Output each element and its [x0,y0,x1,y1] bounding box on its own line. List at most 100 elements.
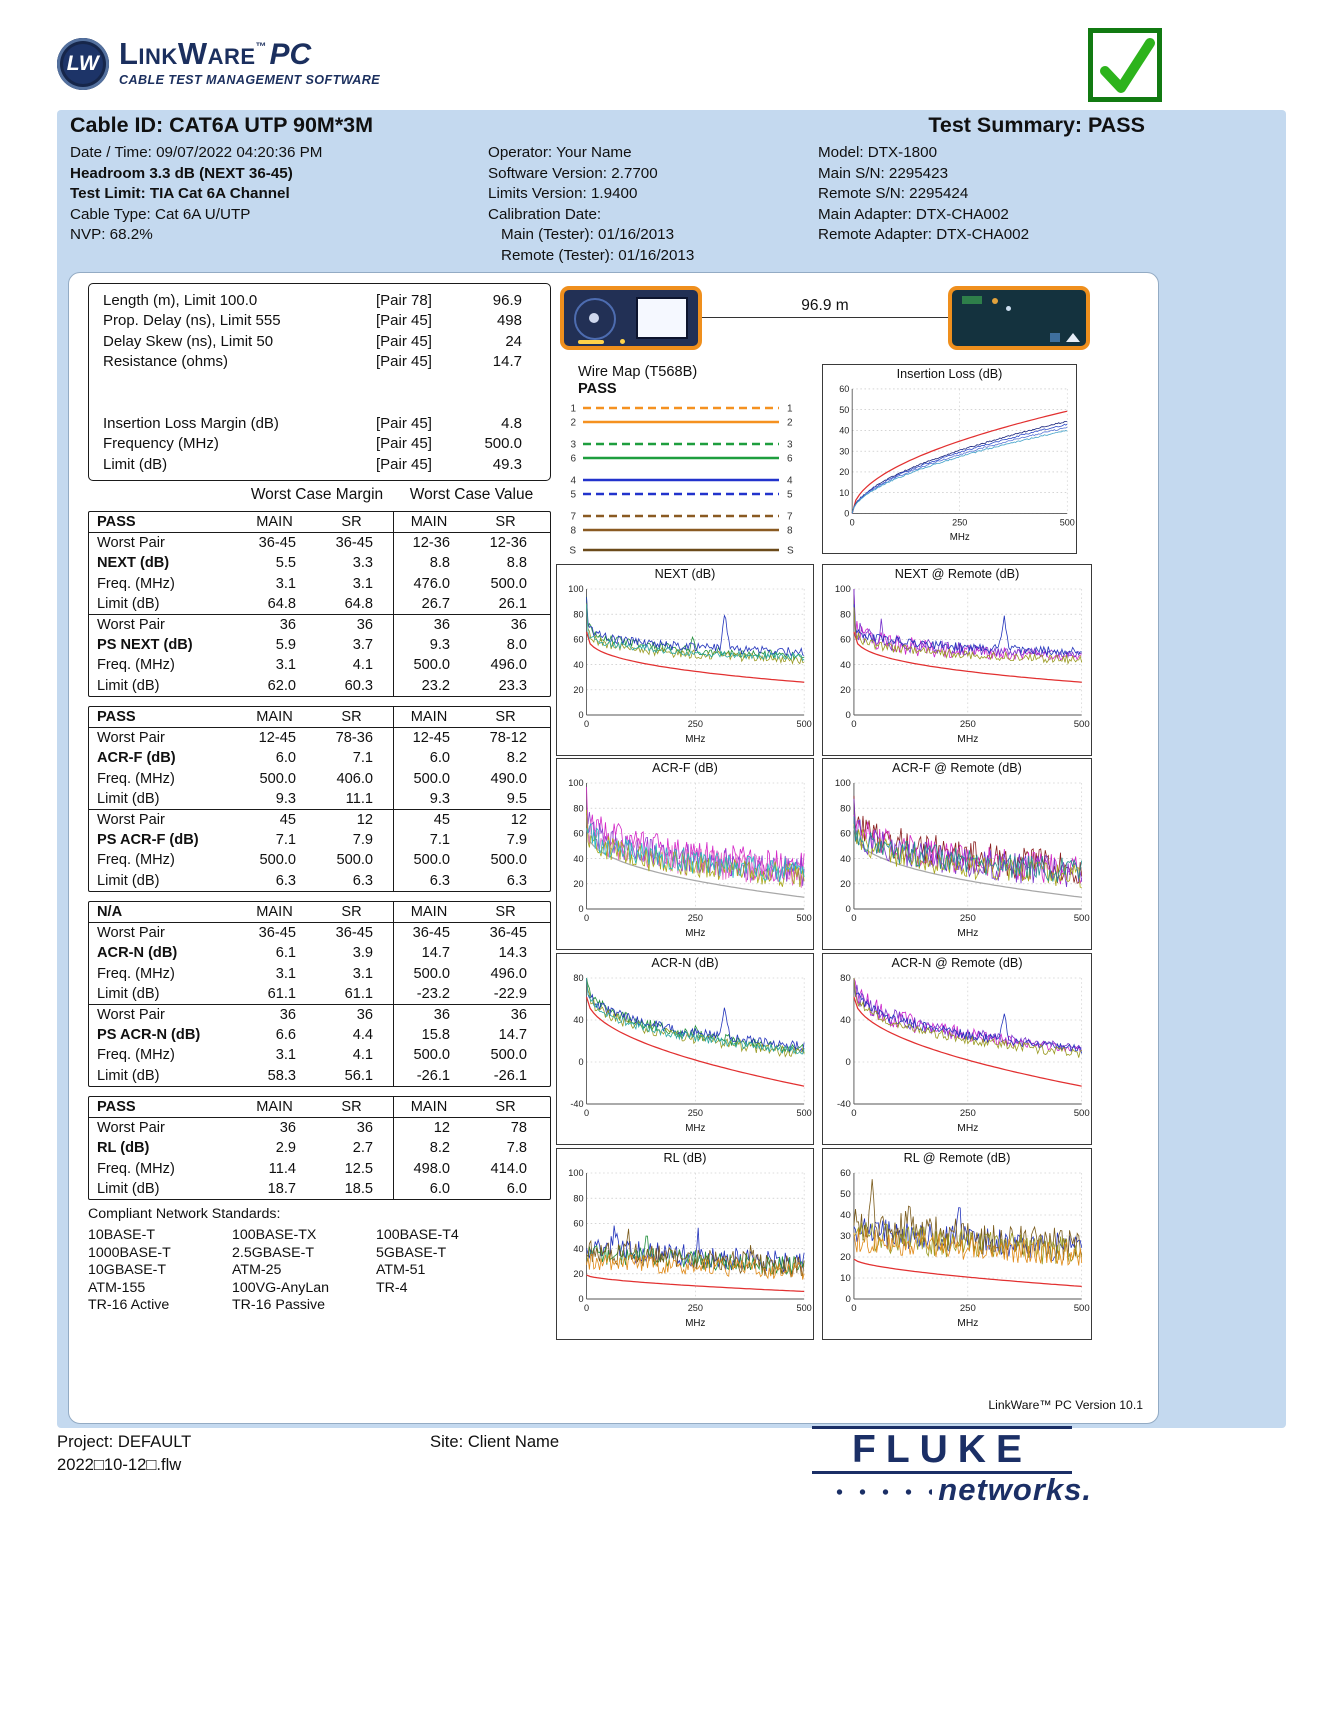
series-limit [854,828,1082,897]
info-remote-tester-cal: Remote (Tester): 01/16/2013 [501,246,695,264]
series-pair36-45 [852,424,1067,513]
table-row: PS ACR-F (dB) 7.1 7.9 7.1 7.9 [89,830,550,851]
value-cell: 9.5 [506,790,527,807]
standards-column: 100BASE-T4 5GBASE-T ATM-51 TR-4 [376,1227,520,1315]
value-cell: 2.7 [352,1140,373,1157]
value-cell: 78 [510,1120,527,1137]
pair-label: [Pair 45] [376,312,432,330]
y-tick-label: 80 [840,804,851,815]
column-header: MAIN [256,514,293,531]
remote-tester-image [948,286,1090,350]
series-limit [587,828,805,897]
column-header: SR [341,1099,362,1116]
value-cell: 414.0 [490,1160,527,1177]
standard-item: ATM-155 [88,1279,146,1296]
wire-number-left: 8 [570,526,576,537]
x-tick-label: 250 [952,517,967,527]
measurement-label: Resistance (ohms) [103,353,229,371]
row-label: Freq. (MHz) [97,770,175,787]
chart-acrn-remote: ACR-N @ Remote (dB) -40 0 40 80 0 250 500 MHz [822,953,1092,1145]
value-cell: 14.7 [498,1027,527,1044]
row-label: Limit (dB) [97,790,160,807]
value-cell: 500.0 [259,852,296,869]
table-row: Worst Pair 45 12 45 12 [89,808,550,831]
value-cell: 64.8 [344,595,373,612]
row-label: Worst Pair [97,1007,165,1024]
value-cell: 6.3 [506,872,527,889]
info-main-adapter: Main Adapter: DTX-CHA002 [818,205,1009,223]
x-tick-label: 250 [688,1108,703,1118]
y-tick-label: 20 [573,1269,583,1279]
x-tick-label: 500 [1060,517,1075,527]
series-m4 [854,978,1082,1058]
value-cell: 62.0 [267,677,296,694]
series-m1 [587,787,805,881]
standard-item: ATM-25 [232,1262,282,1279]
chart-plot: 0 20 40 60 80 100 0 250 500 MHz [835,584,1090,745]
standard-item: 10BASE-T [88,1227,156,1243]
value-cell: 36-45 [393,923,470,944]
status-cell: N/A [97,904,123,921]
y-tick-label: -40 [570,1099,583,1109]
y-tick-label: 80 [840,973,851,984]
linkware-logo: LW LinkWare™ PC CABLE TEST MANAGEMENT SOF… [57,34,477,98]
chart-plot: 0 20 40 60 80 100 0 250 500 MHz [568,778,812,939]
value-cell: 500.0 [393,768,470,789]
value-cell: 23.2 [393,675,470,696]
x-tick-label: 500 [797,913,812,923]
value-cell: 36 [279,1007,296,1024]
length-table-row: Resistance (ohms) [Pair 45] 14.7 [89,352,550,373]
info-remote-sn: Remote S/N: 2295424 [818,185,969,203]
acrn-results-table: N/A MAIN SR MAIN SR Worst Pair 36-45 36-45 36-45… [88,901,551,1087]
table-header-row: PASS MAIN SR MAIN SR [89,1097,550,1119]
row-label: Limit (dB) [97,677,160,694]
info-nvp: NVP: 68.2% [70,226,153,244]
table-row: Freq. (MHz) 3.1 4.1 500.0 500.0 [89,1045,550,1066]
info-cable-type: Cable Type: Cat 6A U/UTP [70,205,251,223]
value-cell: 36 [279,617,296,634]
info-main-tester-cal: Main (Tester): 01/16/2013 [501,226,675,244]
value-cell: 8.2 [506,750,527,767]
table-row: Worst Pair 36 36 36 36 [89,613,550,636]
info-model: Model: DTX-1800 [818,144,938,161]
value-cell: 498.0 [393,1158,470,1179]
chart-rl-remote: RL @ Remote (dB) 0 10 20 30 40 50 60 0 250 500 MHz [822,1148,1092,1340]
row-label: PS ACR-F (dB) [97,832,199,849]
x-tick-label: 500 [797,1303,812,1313]
value-cell: 7.1 [275,832,296,849]
value-cell: 8.2 [393,1138,470,1159]
wire-number-right: S [787,546,794,557]
value-cell: 3.1 [275,575,296,592]
status-cell: PASS [97,1099,136,1116]
y-tick-label: 60 [840,829,851,840]
worst-case-margin-label: Worst Case Margin [250,486,384,503]
check-icon [1100,38,1155,93]
y-tick-label: -40 [837,1099,851,1110]
y-tick-label: 40 [573,1015,583,1025]
standards-column: 100BASE-TX 2.5GBASE-T ATM-25 100VG-AnyLan TR… [232,1227,376,1315]
x-tick-label: 500 [1074,1108,1090,1119]
remote-led [962,296,982,304]
remote-dot-2 [1006,306,1011,311]
y-tick-label: 30 [840,1231,851,1242]
series-limit [854,632,1082,682]
y-tick-label: 40 [839,426,849,436]
info-headroom: Headroom 3.3 dB (NEXT 36-45) [70,164,293,182]
row-label: Limit (dB) [97,1067,160,1084]
info-test-limit: Test Limit: TIA Cat 6A Channel [70,185,290,203]
y-tick-label: 60 [573,829,583,839]
tester-dial [574,298,616,340]
acrf-results-table: PASS MAIN SR MAIN SR Worst Pair 12-45 78-36 12-4… [88,706,551,892]
series-m4 [587,978,805,1054]
wire-number-right: 1 [787,404,793,415]
series-m3 [854,604,1082,655]
standard-item: TR-4 [376,1279,408,1296]
value-cell: 3.1 [275,965,296,982]
wire-number-left: 1 [570,404,576,415]
length-summary-table: Length (m), Limit 100.0 [Pair 78] 96.9 Prop… [88,283,551,481]
value-cell: 12-36 [489,535,527,552]
value-cell: 60.3 [344,677,373,694]
series-limit [854,997,1082,1086]
